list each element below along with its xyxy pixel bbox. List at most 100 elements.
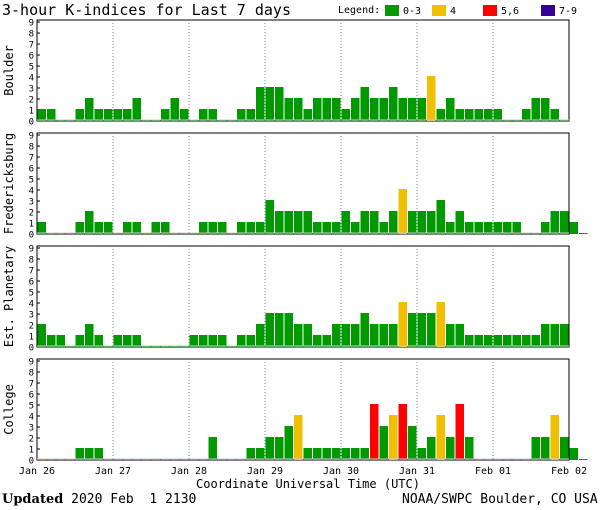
kindex-bar	[256, 324, 265, 347]
kindex-bar	[237, 109, 246, 121]
y-tick-label: 7	[29, 267, 34, 277]
kindex-bar	[132, 335, 141, 347]
kindex-bar	[123, 109, 132, 121]
kindex-bar	[303, 109, 312, 121]
y-tick-label: 4	[29, 187, 34, 197]
x-tick-label: Jan 27	[95, 466, 131, 477]
kindex-bar	[579, 233, 588, 234]
kindex-bar	[389, 211, 398, 234]
kindex-bar	[550, 109, 559, 121]
kindex-bar	[161, 222, 170, 234]
legend-item-label: 7-9	[559, 6, 578, 17]
kindex-bar	[408, 211, 417, 234]
kindex-bar	[427, 211, 436, 234]
panel-frame	[36, 19, 570, 122]
panel-frame	[36, 245, 570, 348]
kindex-bar	[322, 222, 331, 234]
kindex-bar	[370, 324, 379, 347]
y-tick-label: 4	[29, 74, 34, 84]
y-tick-label: 2	[29, 322, 34, 332]
kindex-bar	[265, 200, 274, 234]
kindex-bar	[541, 98, 550, 121]
y-tick-label: 2	[29, 96, 34, 106]
legend-swatch-5-6	[483, 5, 497, 16]
kindex-bar	[284, 426, 293, 460]
kindex-bar	[341, 324, 350, 347]
kindex-bar	[427, 76, 436, 121]
kindex-bar	[113, 335, 122, 347]
y-tick-label: 8	[29, 256, 34, 266]
y-tick-label: 6	[29, 278, 34, 288]
kindex-bar	[408, 98, 417, 121]
kindex-bar	[550, 415, 559, 460]
legend-item-4: 4	[432, 5, 456, 17]
kindex-bar	[275, 211, 284, 234]
kindex-bar	[550, 211, 559, 234]
kindex-bar	[351, 222, 360, 234]
panel-name: Est. Planetary	[2, 246, 16, 347]
data-source: NOAA/SWPC Boulder, CO USA	[402, 492, 598, 507]
kindex-bar	[398, 189, 407, 234]
y-tick-label: 8	[29, 30, 34, 40]
kindex-bar	[436, 200, 445, 234]
y-tick-label: 4	[29, 413, 34, 423]
kindex-bar	[370, 211, 379, 234]
kindex-bar	[493, 335, 502, 347]
kindex-bar	[313, 222, 322, 234]
y-tick-label: 5	[29, 289, 34, 299]
kindex-bar	[256, 448, 265, 460]
kindex-bar	[199, 335, 208, 347]
y-tick-label: 6	[29, 391, 34, 401]
kindex-bar	[455, 324, 464, 347]
kindex-bar	[379, 324, 388, 347]
kindex-bar	[541, 437, 550, 460]
kindex-bar	[246, 335, 255, 347]
legend-label: Legend:	[338, 5, 381, 16]
kindex-bar	[408, 426, 417, 460]
kindex-bar	[332, 324, 341, 347]
kindex-bar	[275, 87, 284, 121]
y-tick-label: 1	[29, 220, 34, 230]
legend-item-5-6: 5,6	[483, 5, 519, 17]
kindex-bar	[208, 109, 217, 121]
kindex-bar	[237, 222, 246, 234]
y-tick-label: 8	[29, 143, 34, 153]
y-tick-label: 5	[29, 402, 34, 412]
y-tick-label: 7	[29, 380, 34, 390]
kindex-bar	[531, 98, 540, 121]
kindex-bar	[541, 324, 550, 347]
kindex-bar	[446, 324, 455, 347]
kindex-bar	[265, 87, 274, 121]
x-tick-label: Jan 28	[171, 466, 207, 477]
y-tick-label: 9	[29, 245, 34, 255]
kindex-bar	[313, 448, 322, 460]
kindex-bar	[455, 109, 464, 121]
y-tick-label: 6	[29, 165, 34, 175]
x-tick-label: Jan 29	[247, 466, 283, 477]
kindex-bar	[151, 222, 160, 234]
kindex-bar	[427, 437, 436, 460]
kindex-bar	[398, 98, 407, 121]
kindex-bar	[199, 109, 208, 121]
kindex-bar	[398, 302, 407, 347]
kindex-bar	[246, 109, 255, 121]
kindex-bar	[208, 222, 217, 234]
chart-title: 3-hour K-indices for Last 7 days	[2, 1, 291, 19]
kindex-bar	[94, 222, 103, 234]
kindex-bar	[465, 222, 474, 234]
x-tick-label: Feb 01	[475, 466, 511, 477]
y-tick-label: 4	[29, 300, 34, 310]
y-tick-label: 3	[29, 85, 34, 95]
kindex-bar	[503, 222, 512, 234]
y-tick-label: 0	[29, 457, 34, 467]
kindex-bar	[123, 335, 132, 347]
y-tick-label: 7	[29, 41, 34, 51]
y-tick-label: 8	[29, 369, 34, 379]
x-axis-label: Coordinate Universal Time (UTC)	[196, 477, 420, 490]
kindex-bar	[256, 222, 265, 234]
